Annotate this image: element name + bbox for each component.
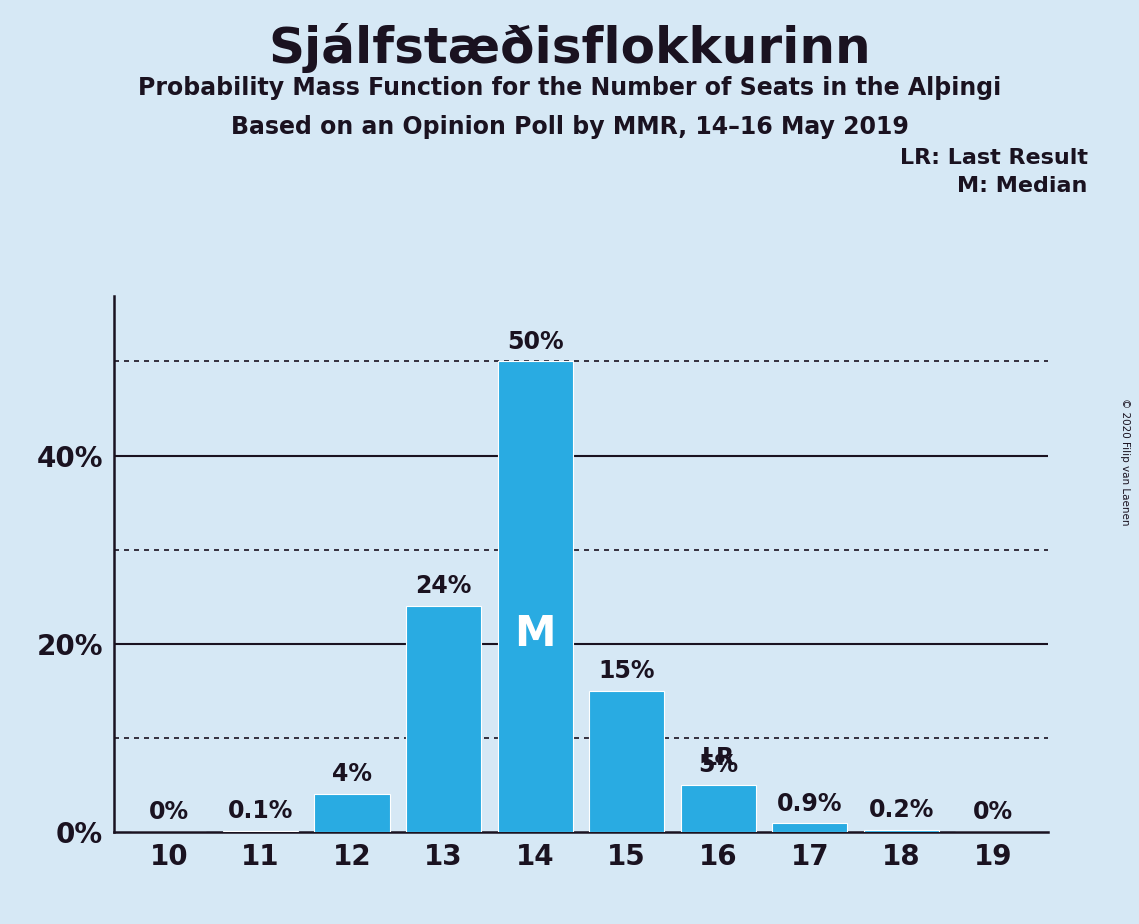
Bar <box>405 606 481 832</box>
Text: Probability Mass Function for the Number of Seats in the Alþingi: Probability Mass Function for the Number… <box>138 76 1001 100</box>
Bar <box>589 690 664 832</box>
Text: 0.2%: 0.2% <box>869 798 934 822</box>
Text: LR: Last Result: LR: Last Result <box>900 148 1088 168</box>
Text: 4%: 4% <box>331 762 372 786</box>
Text: 15%: 15% <box>598 659 655 683</box>
Bar <box>498 361 573 832</box>
Text: 0%: 0% <box>149 800 189 824</box>
Text: 24%: 24% <box>416 575 472 599</box>
Text: © 2020 Filip van Laenen: © 2020 Filip van Laenen <box>1120 398 1130 526</box>
Text: 0%: 0% <box>973 800 1013 824</box>
Text: 0.1%: 0.1% <box>228 799 293 823</box>
Text: M: M <box>515 614 556 655</box>
Text: LR: LR <box>702 747 735 771</box>
Text: M: Median: M: Median <box>958 176 1088 196</box>
Bar <box>223 831 298 832</box>
Text: 5%: 5% <box>698 753 738 777</box>
Bar <box>314 794 390 832</box>
Bar <box>863 830 939 832</box>
Text: 0.9%: 0.9% <box>777 792 843 816</box>
Bar <box>681 784 756 832</box>
Text: Based on an Opinion Poll by MMR, 14–16 May 2019: Based on an Opinion Poll by MMR, 14–16 M… <box>230 115 909 139</box>
Bar <box>772 823 847 832</box>
Text: Sjálfstæðisflokkurinn: Sjálfstæðisflokkurinn <box>268 23 871 73</box>
Text: 50%: 50% <box>507 330 564 354</box>
